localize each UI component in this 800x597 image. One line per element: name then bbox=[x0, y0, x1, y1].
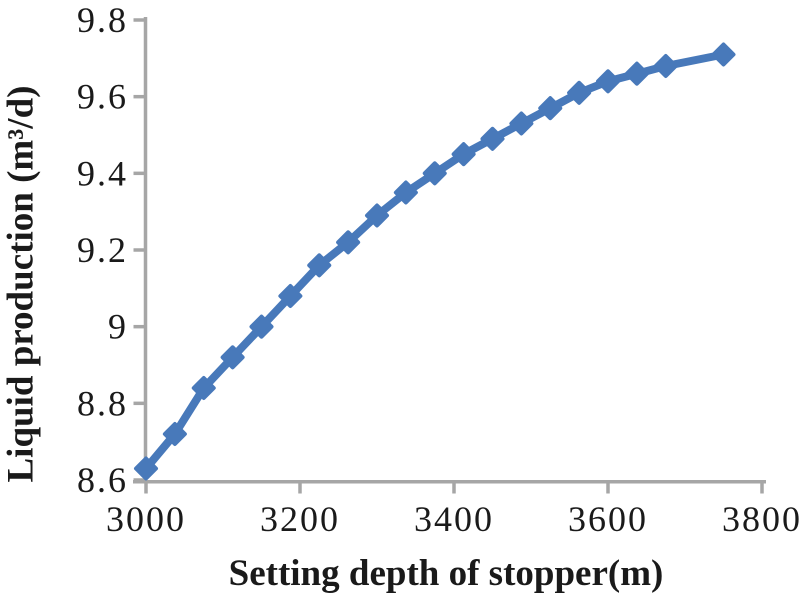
data-point-marker bbox=[711, 42, 736, 67]
data-point-marker bbox=[134, 456, 158, 481]
series-line bbox=[142, 50, 728, 473]
data-point-marker bbox=[191, 376, 216, 400]
data-point-marker bbox=[220, 345, 245, 370]
y-axis-title: Liquid production (m³/d) bbox=[0, 85, 42, 483]
data-point-marker bbox=[393, 180, 418, 205]
data-point-marker bbox=[451, 142, 476, 167]
y-tick-label: 9.4 bbox=[77, 153, 128, 193]
data-point-marker bbox=[596, 69, 620, 94]
x-tick-label: 3800 bbox=[722, 499, 800, 539]
data-point-marker bbox=[567, 80, 592, 105]
data-point-marker bbox=[307, 253, 332, 278]
data-point-marker bbox=[538, 96, 563, 121]
y-tick-label: 9 bbox=[108, 307, 128, 347]
data-point-marker bbox=[365, 203, 389, 228]
data-point-marker bbox=[336, 230, 361, 255]
data-point-marker bbox=[624, 61, 649, 86]
x-tick-label: 3000 bbox=[106, 499, 186, 539]
data-point-marker bbox=[422, 161, 447, 186]
x-tick-label: 3400 bbox=[414, 499, 494, 539]
x-tick-label: 3200 bbox=[260, 499, 340, 539]
data-point-marker bbox=[249, 314, 274, 339]
y-tick-label: 8.6 bbox=[77, 460, 128, 500]
x-tick-label: 3600 bbox=[568, 499, 648, 539]
data-point-marker bbox=[509, 111, 534, 136]
x-axis-title: Setting depth of stopper(m) bbox=[228, 553, 664, 594]
data-point-marker bbox=[162, 422, 187, 446]
data-point-marker bbox=[653, 54, 678, 78]
y-tick-label: 8.8 bbox=[77, 383, 128, 423]
data-point-marker bbox=[480, 126, 505, 151]
data-point-marker bbox=[278, 284, 303, 308]
y-tick-label: 9.2 bbox=[77, 230, 128, 270]
y-tick-label: 9.6 bbox=[77, 77, 128, 117]
y-tick-label: 9.8 bbox=[77, 0, 128, 40]
